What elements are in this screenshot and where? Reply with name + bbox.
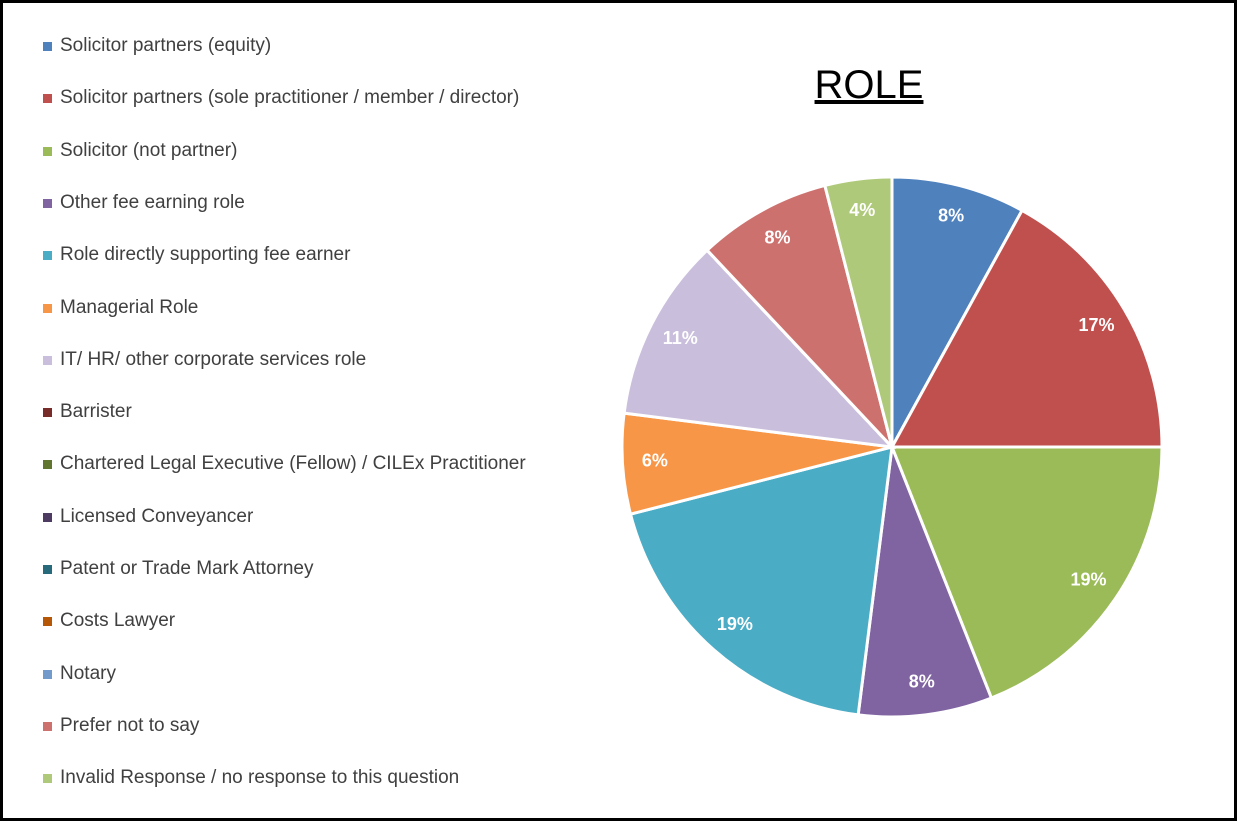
legend-item: Costs Lawyer: [43, 608, 583, 633]
legend-swatch: [43, 146, 52, 156]
data-label: 19%: [1070, 569, 1106, 589]
legend-item: Barrister: [43, 399, 583, 424]
legend-swatch: [43, 42, 52, 51]
pie-slice: [889, 445, 1164, 700]
legend-item: Role directly supporting fee earner: [43, 242, 583, 267]
data-label: 11%: [663, 328, 698, 348]
data-label: 8%: [938, 206, 964, 226]
legend-swatch: [43, 565, 52, 574]
legend-label: Costs Lawyer: [60, 610, 176, 632]
legend-swatch: [43, 721, 52, 731]
data-label: 6%: [642, 451, 668, 471]
legend-swatch: [43, 94, 52, 104]
legend-swatch: [43, 408, 52, 418]
legend-item: Invalid Response / no response to this q…: [43, 765, 583, 790]
data-label: 4%: [849, 200, 875, 220]
pie-slice: [622, 248, 896, 450]
chart: ROLE 8% 17% 19% 8% 19% 6% 11% 8% 4%: [620, 63, 1164, 719]
legend-item: Solicitor partners (equity): [43, 33, 583, 58]
legend-label: Managerial Role: [60, 296, 199, 318]
legend-item: Notary: [43, 661, 583, 686]
legend-item: Chartered Legal Executive (Fellow) / CIL…: [43, 451, 583, 476]
legend-swatch: [43, 669, 52, 679]
legend-swatch: [43, 774, 52, 784]
legend-swatch: [43, 512, 52, 522]
data-label: 8%: [909, 671, 935, 691]
legend-swatch: [43, 617, 52, 627]
legend-label: IT/ HR/ other corporate services role: [60, 348, 367, 370]
legend-label: Role directly supporting fee earner: [60, 244, 351, 266]
pie-slice: [889, 208, 1164, 449]
legend-label: Prefer not to say: [60, 714, 200, 736]
legend-swatch: [43, 251, 52, 261]
pie-slice: [856, 446, 994, 719]
data-label: 17%: [1078, 315, 1114, 335]
legend-label: Solicitor partners (equity): [60, 35, 272, 56]
legend-swatch: [43, 198, 52, 208]
chart-title: ROLE: [815, 63, 924, 107]
legend-label: Licensed Conveyancer: [60, 505, 254, 527]
legend-item: Other fee earning role: [43, 190, 583, 215]
legend-item: Prefer not to say: [43, 713, 583, 738]
data-label: 8%: [765, 228, 791, 248]
pie-slice: [705, 183, 894, 449]
legend-item: IT/ HR/ other corporate services role: [43, 347, 583, 372]
legend-item: Managerial Role: [43, 295, 583, 320]
legend-swatch: [43, 355, 52, 365]
legend-item: Patent or Trade Mark Attorney: [43, 556, 583, 581]
legend-label: Other fee earning role: [60, 191, 245, 213]
pie-slice: [890, 175, 1025, 448]
legend-label: Solicitor partners (sole practitioner / …: [60, 87, 520, 109]
legend-label: Solicitor (not partner): [60, 139, 238, 161]
legend-item: Solicitor (not partner): [43, 138, 583, 163]
legend-item: Licensed Conveyancer: [43, 504, 583, 529]
legend-label: Chartered Legal Executive (Fellow) / CIL…: [60, 453, 526, 475]
pie-slice: [823, 175, 894, 448]
legend-label: Patent or Trade Mark Attorney: [60, 558, 314, 579]
pie-slice: [628, 444, 894, 717]
legend-swatch: [43, 460, 52, 470]
legend-item: Solicitor partners (sole practitioner / …: [43, 85, 583, 110]
legend-label: Notary: [60, 662, 116, 684]
legend-label: Barrister: [60, 401, 132, 423]
data-label: 19%: [717, 614, 753, 634]
legend-swatch: [43, 303, 52, 313]
legend-label: Invalid Response / no response to this q…: [60, 767, 460, 789]
